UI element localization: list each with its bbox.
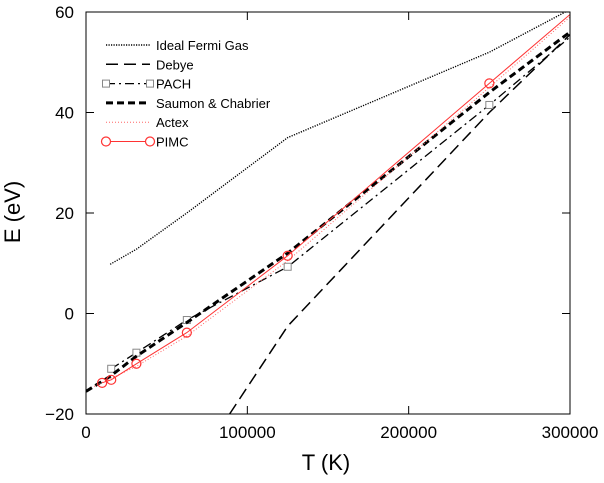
data-point-pimc (97, 377, 108, 388)
series-line-pimc (101, 14, 570, 384)
data-point-pimc (282, 250, 293, 261)
series-group (86, 12, 570, 414)
legend-label-ideal-fermi-gas: Ideal Fermi Gas (156, 38, 249, 53)
y-tick-label: −20 (45, 405, 74, 424)
data-point-pimc (181, 327, 192, 338)
data-point-pimc (106, 374, 117, 385)
legend-marker-pimc (100, 136, 112, 147)
legend-marker-pach (146, 79, 154, 88)
series-line-ideal-fermi-gas (109, 12, 567, 265)
x-tick-label: 0 (81, 423, 90, 442)
legend-marker-pach (102, 79, 110, 88)
data-point-pach (132, 348, 141, 357)
data-point-pach (283, 262, 292, 271)
y-tick-label: 20 (55, 204, 74, 223)
data-point-pach (107, 364, 116, 373)
legend-label-pach: PACH (156, 77, 191, 92)
legend-label-actex: Actex (156, 115, 189, 130)
series-line-pach (110, 36, 570, 370)
data-point-pimc (131, 358, 142, 369)
x-axis-label: T (K) (302, 450, 350, 475)
series-line-actex (93, 16, 570, 387)
legend-label-debye: Debye (156, 57, 194, 72)
legend-label-saumon-chabrier: Saumon & Chabrier (156, 96, 271, 111)
x-tick-label: 200000 (380, 423, 437, 442)
series-line-saumon-chabrier (86, 30, 570, 393)
y-axis-label: E (eV) (0, 181, 25, 243)
y-axis: −20 0 20 40 60 (45, 3, 570, 424)
x-tick-label: 100000 (219, 423, 276, 442)
plot-area (85, 11, 571, 415)
data-point-pimc (484, 78, 495, 89)
legend: Ideal Fermi Gas Debye PACH Saumon & Chabrie… (100, 38, 271, 150)
legend-marker-pimc (144, 136, 156, 147)
series-line-debye (228, 34, 570, 414)
data-point-pach (485, 100, 494, 109)
y-tick-label: 0 (65, 305, 74, 324)
x-tick-label: 300000 (542, 423, 599, 442)
legend-label-pimc: PIMC (156, 135, 189, 150)
y-tick-label: 40 (55, 104, 74, 123)
y-tick-label: 60 (55, 3, 74, 22)
x-axis: 0 100000 200000 300000 (81, 12, 598, 442)
